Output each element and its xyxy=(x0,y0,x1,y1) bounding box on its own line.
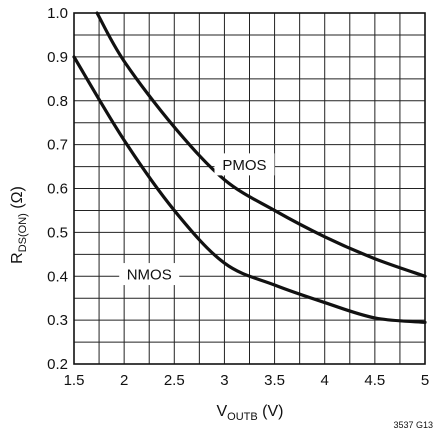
y-tick-label: 0.5 xyxy=(47,224,68,241)
x-tick-label: 3 xyxy=(220,372,228,389)
series-label-background xyxy=(214,153,275,176)
series-line-pmos xyxy=(95,11,427,278)
series-label-background xyxy=(119,263,180,286)
x-tick-label: 5 xyxy=(421,372,429,389)
y-tick-labels: 0.2 0.3 0.4 0.5 0.6 0.7 0.8 0.9 1.0 xyxy=(47,5,68,373)
x-axis-label: VOUTB (V) xyxy=(216,403,283,423)
y-tick-label: 0.8 xyxy=(47,93,68,110)
series-lines xyxy=(72,11,427,324)
y-tick-label: 0.7 xyxy=(47,137,68,154)
y-tick-label: 0.3 xyxy=(47,312,68,329)
series-line-nmos xyxy=(72,55,427,324)
x-tick-labels: 1.5 2 2.5 3 3.5 4 4.5 5 xyxy=(64,372,430,389)
x-tick-label: 2.5 xyxy=(164,372,185,389)
y-tick-label: 0.4 xyxy=(47,268,68,285)
x-tick-label: 4.5 xyxy=(364,372,385,389)
y-tick-label: 1.0 xyxy=(47,5,68,22)
x-tick-label: 3.5 xyxy=(264,372,285,389)
y-tick-label: 0.9 xyxy=(47,49,68,66)
y-axis-label: RDS(ON) (Ω) xyxy=(9,186,29,264)
series-labels: PMOS NMOS xyxy=(119,153,275,286)
series-label-pmos: PMOS xyxy=(222,157,266,174)
y-tick-label: 0.2 xyxy=(47,356,68,373)
plot-frame xyxy=(73,12,426,365)
figure-note: 3537 G13 xyxy=(393,420,433,430)
x-tick-label: 2 xyxy=(120,372,128,389)
series-label-nmos: NMOS xyxy=(127,267,172,284)
y-tick-label: 0.6 xyxy=(47,181,68,198)
x-tick-label: 4 xyxy=(321,372,329,389)
grid xyxy=(74,13,425,364)
x-tick-label: 1.5 xyxy=(64,372,85,389)
